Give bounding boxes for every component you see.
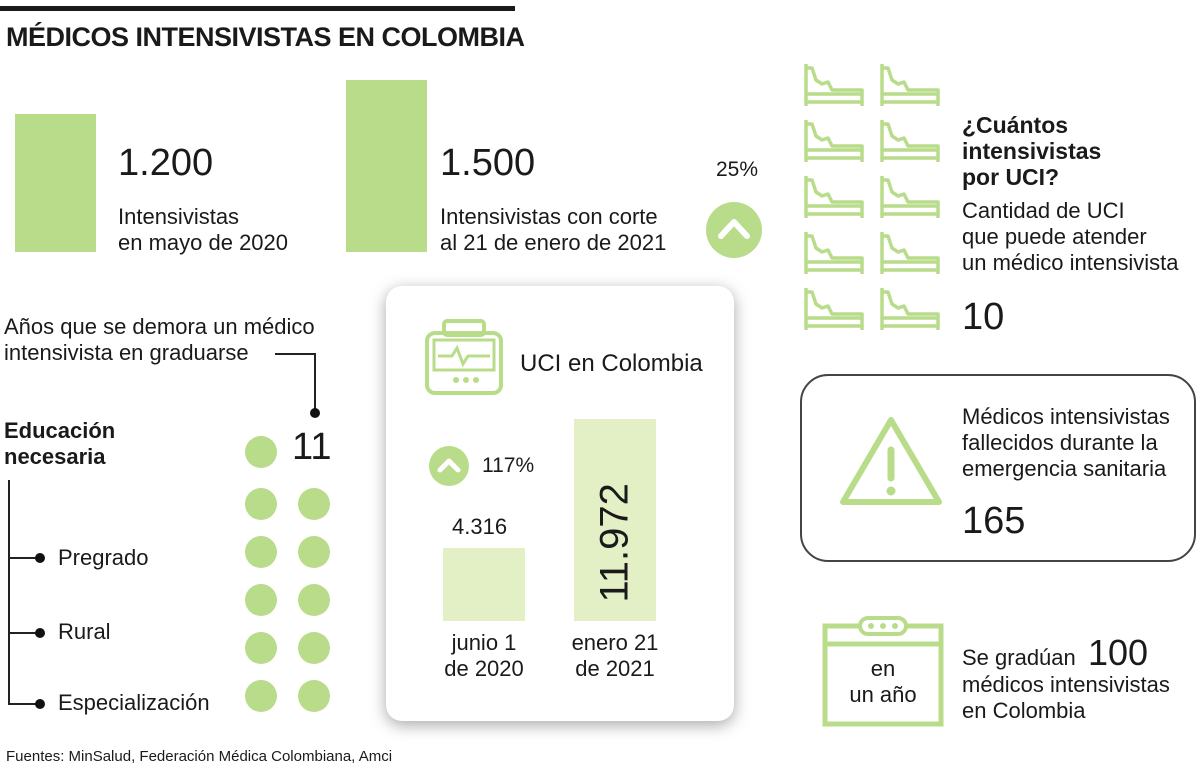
hospital-bed-icon — [802, 228, 868, 283]
value-jan-2021: 1.500 — [440, 142, 536, 184]
graduates-suffix: médicos intensivistas en Colombia — [962, 672, 1170, 723]
hospital-bed-icon — [878, 228, 944, 283]
stage-rural: Rural — [58, 619, 111, 644]
change-25: 25% — [716, 158, 759, 181]
uci-increase-icon — [429, 446, 469, 486]
year-dot — [245, 536, 277, 568]
year-dot — [245, 584, 277, 616]
hospital-bed-icon — [878, 284, 944, 339]
page-title: MÉDICOS INTENSIVISTAS EN COLOMBIA — [6, 22, 525, 52]
years-value: 11 — [292, 426, 332, 468]
hospital-bed-icon — [802, 172, 868, 227]
calendar-text: en un año — [849, 656, 917, 707]
year-dot — [298, 632, 330, 664]
tree-branch-3 — [8, 703, 40, 705]
education-tree — [8, 480, 10, 704]
hospital-bed-icon — [878, 172, 944, 227]
value-uci-jan-2021: 11.972 — [592, 483, 637, 603]
uci-ratio-value: 10 — [962, 296, 1005, 338]
hospital-bed-icon — [878, 116, 944, 171]
deaths-value: 165 — [962, 500, 1026, 542]
year-dot — [245, 632, 277, 664]
deaths-box — [800, 374, 1196, 562]
calendar-icon — [822, 616, 944, 727]
bullet-3 — [35, 699, 45, 709]
year-dot — [245, 680, 277, 712]
leader-line — [275, 353, 320, 418]
hospital-bed-icon — [802, 116, 868, 171]
uci-card — [386, 286, 734, 721]
year-dot — [245, 488, 277, 520]
warning-icon — [840, 417, 942, 505]
bar-uci-jun-2020 — [443, 548, 525, 621]
top-rule — [0, 6, 515, 11]
tree-branch-1 — [8, 557, 40, 559]
monitor-icon — [425, 319, 503, 395]
bullet-1 — [35, 553, 45, 563]
bar-uci-jan-2021 — [574, 419, 656, 621]
source-note: Fuentes: MinSalud, Federación Médica Col… — [6, 748, 393, 765]
stage-especializacion: Especialización — [58, 690, 210, 715]
year-dot — [298, 680, 330, 712]
year-dot — [298, 536, 330, 568]
education-heading: Educación necesaria — [4, 418, 116, 469]
year-dot — [298, 488, 330, 520]
label-uci-jun-2020: junio 1 de 2020 — [444, 630, 524, 681]
uci-change: 117% — [482, 454, 535, 477]
tree-branch-2 — [8, 632, 40, 634]
label-may-2020: Intensivistas en mayo de 2020 — [118, 204, 289, 255]
label-jan-2021: Intensivistas con corte al 21 de enero d… — [440, 204, 667, 255]
bullet-2 — [35, 628, 45, 638]
bar-may-2020 — [15, 114, 96, 252]
education-intro: Años que se demora un médico intensivist… — [4, 314, 315, 365]
stage-pregrado: Pregrado — [58, 545, 149, 570]
year-dot — [245, 436, 277, 468]
uci-question: ¿Cuántos intensivistas por UCI? — [962, 112, 1102, 190]
increase-icon — [706, 202, 762, 258]
year-dot — [298, 584, 330, 616]
deaths-label: Médicos intensivistas fallecidos durante… — [962, 404, 1170, 481]
hospital-bed-icon — [802, 60, 868, 115]
value-uci-jun-2020: 4.316 — [452, 514, 508, 540]
hospital-bed-icon — [802, 284, 868, 339]
label-uci-jan-2021: enero 21 de 2021 — [571, 630, 659, 681]
hospital-bed-icon — [878, 60, 944, 115]
bar-jan-2021 — [346, 80, 427, 252]
uci-card-title: UCI en Colombia — [520, 350, 703, 377]
uci-description: Cantidad de UCI que puede atender un méd… — [962, 198, 1179, 275]
graduates-value: 100 — [1088, 632, 1149, 673]
value-may-2020: 1.200 — [118, 142, 214, 184]
graduates-prefix: Se gradúan — [962, 645, 1076, 670]
